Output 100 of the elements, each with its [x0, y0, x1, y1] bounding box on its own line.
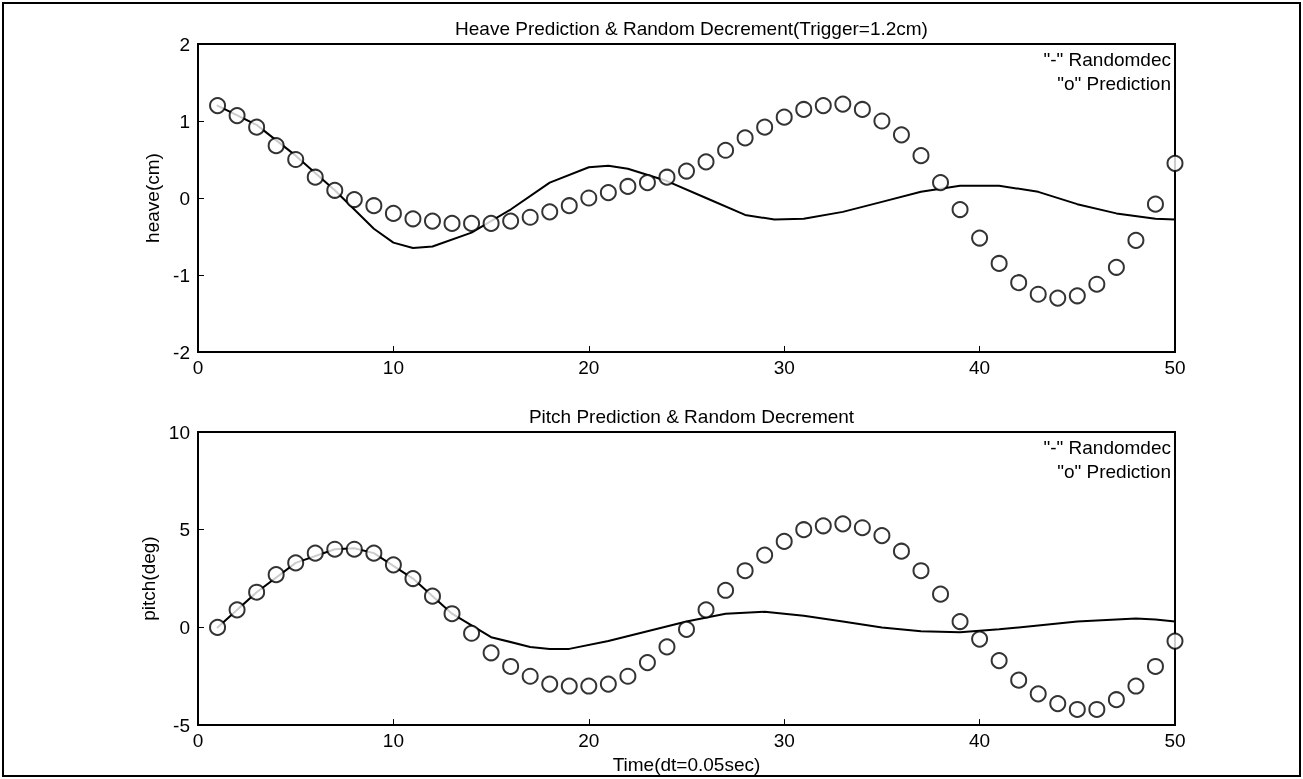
point [932, 585, 950, 603]
point [345, 540, 363, 558]
point [775, 532, 793, 550]
point [756, 118, 774, 136]
point [951, 201, 969, 219]
y-tick-label: -5 [173, 714, 190, 736]
point [756, 546, 774, 564]
point [1049, 695, 1067, 713]
y-tick-label: 0 [179, 187, 190, 209]
point [834, 95, 852, 113]
point [580, 189, 598, 207]
point [697, 153, 715, 171]
annotation: "-" Randomdec [1043, 437, 1171, 458]
point [482, 644, 500, 662]
point [1068, 287, 1086, 305]
x-axis-title: Time(dt=0.05sec) [612, 754, 761, 775]
point [834, 515, 852, 533]
point [1029, 285, 1047, 303]
point [892, 542, 910, 560]
point [873, 527, 891, 545]
point [384, 204, 402, 222]
point [1010, 274, 1028, 292]
point [463, 214, 481, 232]
point [228, 601, 246, 619]
x-tick-label: 40 [969, 730, 991, 752]
point [658, 638, 676, 656]
point [248, 118, 266, 136]
point [1166, 632, 1184, 650]
y-tick-label: 10 [168, 421, 190, 443]
point [424, 212, 441, 230]
x-tick-label: 20 [578, 357, 600, 378]
point [521, 208, 539, 226]
x-tick-label: 30 [773, 730, 795, 752]
point [599, 184, 617, 202]
annotation: "-" Randomdec [1043, 49, 1171, 70]
point [443, 605, 461, 623]
point [209, 97, 227, 115]
point [619, 667, 637, 685]
point [1088, 275, 1106, 293]
point [404, 570, 422, 588]
point [541, 203, 559, 221]
point [560, 197, 578, 215]
x-tick-label: 50 [1164, 357, 1186, 378]
point [795, 100, 813, 118]
point [541, 675, 559, 693]
point [853, 100, 871, 118]
chart-title: Heave Prediction & Random Decrement(Trigger=1.2cm) [455, 18, 928, 39]
x-tick-label: 10 [382, 730, 404, 752]
point [1068, 700, 1086, 718]
point [619, 177, 637, 195]
point [1010, 671, 1028, 689]
point [365, 544, 383, 562]
point [228, 107, 246, 125]
point [1127, 231, 1145, 249]
point [932, 174, 950, 192]
point [1127, 677, 1145, 695]
y-tick-label: 2 [179, 33, 190, 55]
point [990, 254, 1008, 272]
point [1146, 195, 1164, 213]
x-tick-label: 10 [382, 357, 404, 378]
point [287, 151, 305, 168]
point [912, 147, 930, 165]
point [638, 174, 656, 192]
point [267, 566, 285, 584]
point [736, 129, 754, 147]
y-tick-label: 1 [179, 110, 190, 132]
x-tick-label: 30 [773, 357, 795, 378]
point [951, 613, 969, 631]
point [873, 112, 891, 130]
point [775, 108, 793, 126]
point [990, 652, 1008, 670]
chart-title: Pitch Prediction & Random Decrement [528, 406, 855, 427]
y-tick-label: -2 [173, 341, 190, 363]
annotation: "o" Prediction [1057, 461, 1171, 482]
point [287, 554, 305, 572]
point [521, 667, 539, 685]
point [1029, 685, 1047, 703]
point [502, 212, 520, 230]
point [736, 562, 754, 580]
x-tick-label: 50 [1164, 730, 1186, 752]
point [248, 583, 266, 601]
point [502, 657, 520, 675]
point [209, 618, 227, 636]
point [638, 654, 656, 672]
point [1088, 700, 1106, 718]
point [560, 677, 578, 695]
x-tick-label: 20 [578, 730, 600, 752]
x-tick-label: 0 [192, 357, 204, 378]
x-tick-label: 40 [969, 357, 991, 378]
y-axis-title: heave(cm) [142, 153, 164, 243]
point [345, 191, 363, 209]
point [892, 126, 910, 144]
point [365, 197, 383, 215]
annotation: "o" Prediction [1057, 73, 1171, 94]
point [658, 168, 676, 186]
point [678, 162, 695, 180]
point [971, 630, 989, 648]
point [912, 562, 930, 580]
point [326, 540, 344, 558]
point [1146, 657, 1164, 675]
